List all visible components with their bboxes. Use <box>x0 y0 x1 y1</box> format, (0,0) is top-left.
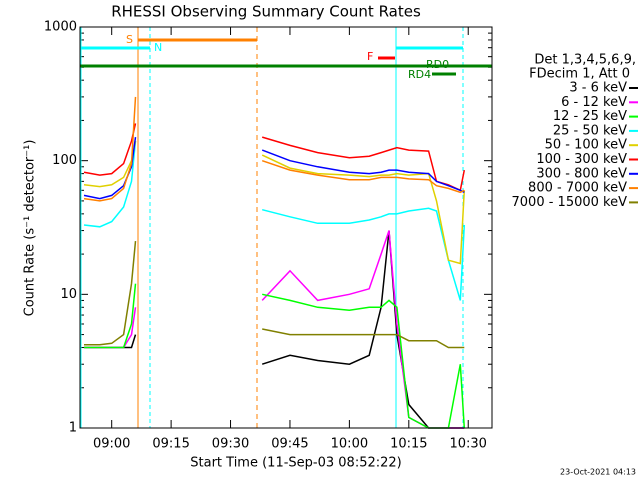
legend-label: 800 - 7000 keV <box>528 181 627 196</box>
legend-label: 12 - 25 keV <box>553 109 627 124</box>
y-tick-label: 1 <box>69 421 77 436</box>
legend-header: FDecim 1, Att 0 <box>529 67 630 82</box>
y-axis-label: Count Rate (s⁻¹ detector⁻¹) <box>23 140 38 317</box>
legend-label: 300 - 800 keV <box>536 166 627 181</box>
series-line <box>84 283 466 429</box>
chart-title: RHESSI Observing Summary Count Rates <box>111 3 421 21</box>
annotation: N <box>154 41 162 54</box>
timestamp: 23-Oct-2021 04:13 <box>560 468 636 477</box>
x-tick-label: 09:00 <box>93 437 130 452</box>
series-line <box>83 136 465 200</box>
annotation: F <box>367 50 373 63</box>
legend-label: 6 - 12 keV <box>561 95 627 110</box>
legend-label: 3 - 6 keV <box>569 81 627 96</box>
series-line <box>83 96 465 202</box>
x-tick-label: 10:30 <box>449 437 486 452</box>
x-tick-label: 09:30 <box>212 437 249 452</box>
x-tick-label: 10:15 <box>390 437 427 452</box>
y-tick-label: 10 <box>60 287 77 302</box>
series-line <box>83 140 466 265</box>
annotation: RD4 <box>408 68 431 81</box>
legend-header: Det 1,3,4,5,6,9, <box>534 53 636 68</box>
legend-label: 100 - 300 keV <box>536 152 627 167</box>
legend-label: 50 - 100 keV <box>545 138 628 153</box>
x-tick-label: 09:45 <box>271 437 308 452</box>
legend-label: 25 - 50 keV <box>553 123 627 138</box>
annotation: RD0 <box>426 58 449 71</box>
series-line <box>83 123 466 192</box>
x-axis-label: Start Time (11-Sep-03 08:52:22) <box>190 456 401 471</box>
series-line <box>84 241 465 349</box>
y-tick-label: 1000 <box>44 20 77 35</box>
legend-label: 7000 - 15000 keV <box>512 195 628 210</box>
x-tick-label: 09:15 <box>152 437 189 452</box>
x-tick-label: 10:00 <box>331 437 368 452</box>
y-tick-label: 100 <box>52 153 77 168</box>
plot-frame <box>79 26 493 429</box>
annotation: S <box>126 33 133 46</box>
